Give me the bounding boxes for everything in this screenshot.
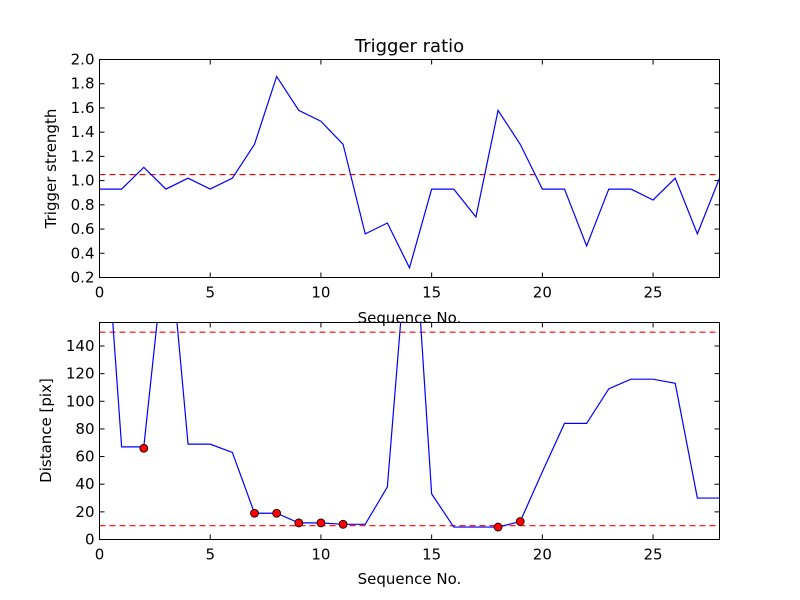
data-point-marker [515, 517, 525, 526]
x-tick-label: 10 [311, 546, 330, 564]
y-tick-label: 1.8 [71, 75, 95, 93]
data-point-marker [338, 519, 348, 529]
plot-frame [99, 322, 720, 540]
y-axis-label: Distance [pix] [37, 378, 55, 483]
plot-area [99, 322, 720, 532]
y-tick-label: 0.2 [71, 269, 95, 287]
y-tick-label: 0.8 [71, 196, 95, 214]
y-tick-label: 100 [66, 392, 95, 410]
data-point-marker [294, 518, 304, 528]
y-tick-label: 140 [66, 337, 95, 355]
plot-area [99, 75, 720, 270]
y-tick-label: 1.4 [71, 123, 95, 141]
x-tick-label: 0 [95, 284, 105, 302]
x-tick-label: 20 [533, 546, 552, 564]
y-tick-label: 0.4 [71, 244, 95, 262]
x-tick-label: 5 [205, 546, 215, 564]
x-axis-label: Sequence No. [358, 570, 462, 588]
y-tick-label: 40 [75, 475, 94, 493]
data-point-marker [272, 508, 282, 518]
y-tick-label: 60 [75, 448, 94, 466]
x-tick-label: 25 [644, 546, 663, 564]
data-point-marker [493, 522, 503, 532]
y-tick-label: 0.6 [71, 220, 95, 238]
trigger-ratio-chart: Trigger ratio Trigger strength 0 5 10 15 20 2… [42, 36, 720, 327]
distance-chart: Distance [pix] 0 5 10 15 20 25 0 20 40 60 80 100 120… [37, 322, 720, 588]
data-point-marker [316, 518, 326, 528]
x-tick-label: 15 [422, 546, 441, 564]
x-tick-label: 0 [95, 546, 105, 564]
x-tick-label: 15 [422, 284, 441, 302]
y-tick-label: 20 [75, 503, 94, 521]
x-tick-label: 25 [644, 284, 663, 302]
x-axis-label: Sequence No. [358, 309, 462, 327]
y-tick-label: 80 [75, 420, 94, 438]
plot-frame [99, 59, 720, 278]
y-tick-label: 0 [85, 531, 95, 549]
y-tick-label: 2.0 [71, 51, 95, 69]
tick-group: 0 5 10 15 20 25 0.2 0.4 0.6 0.8 1.0 1.2 1.4 1.6 1.8 2.0 [71, 51, 720, 302]
x-tick-label: 5 [205, 284, 215, 302]
y-tick-label: 1.6 [71, 99, 95, 117]
series-line [112, 322, 720, 528]
series-line [99, 75, 720, 270]
data-point-marker [139, 443, 149, 453]
x-tick-label: 20 [533, 284, 552, 302]
y-axis-label: Trigger strength [42, 109, 60, 230]
data-point-marker [250, 508, 259, 518]
y-tick-label: 1.0 [71, 172, 95, 190]
y-tick-label: 120 [66, 365, 95, 383]
tick-group: 0 5 10 15 20 25 0 20 40 60 80 100 120 140 [66, 322, 720, 564]
x-tick-label: 10 [311, 284, 330, 302]
y-tick-label: 1.2 [71, 147, 95, 165]
chart-title: Trigger ratio [354, 36, 464, 57]
